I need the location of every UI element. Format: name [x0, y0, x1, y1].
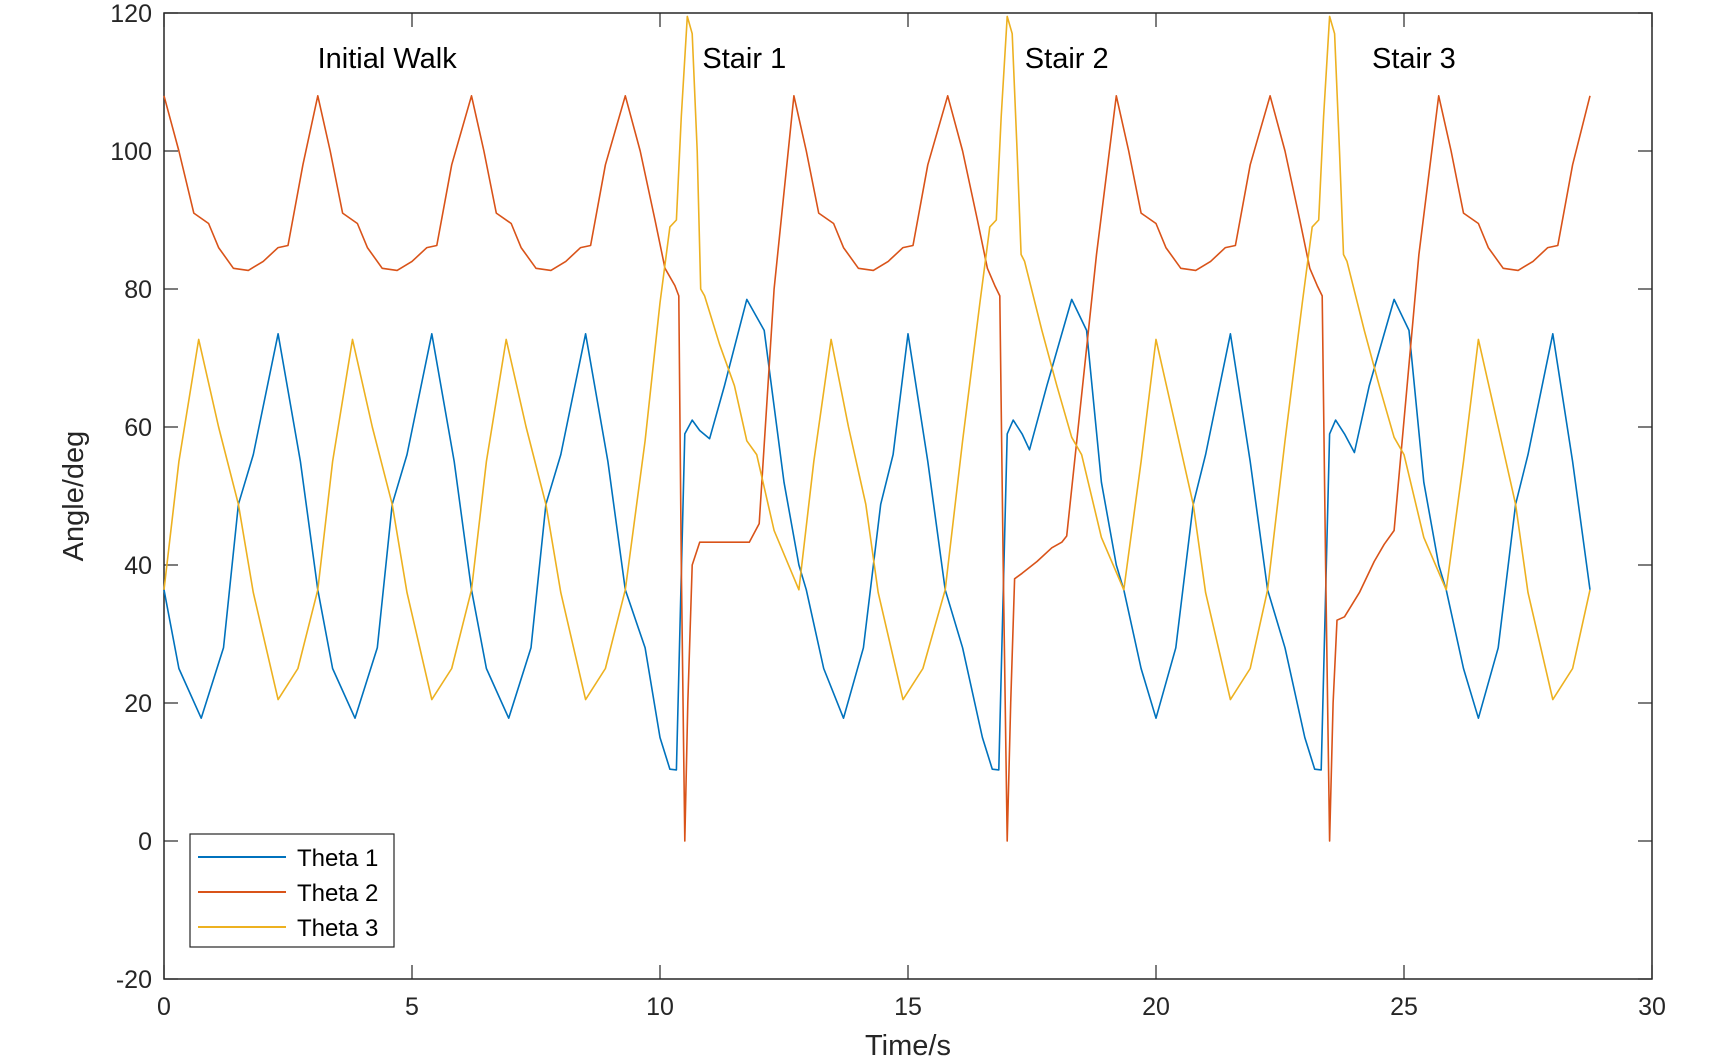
legend-label-theta-3: Theta 3 [297, 915, 378, 942]
y-tick-label: 80 [124, 276, 152, 304]
series-line-theta-1 [163, 298, 1591, 771]
x-tick-label: 5 [405, 993, 419, 1021]
series-line-theta-3 [163, 15, 1591, 701]
y-tick-label: 20 [124, 690, 152, 718]
y-axis-label: Angle/deg [58, 431, 90, 562]
annotation-stair-3: Stair 3 [1372, 43, 1456, 75]
annotation-stair-1: Stair 1 [702, 43, 786, 75]
y-tick-label: 40 [124, 552, 152, 580]
x-tick-label: 0 [157, 993, 171, 1021]
legend-label-theta-1: Theta 1 [297, 845, 378, 872]
annotation-stair-2: Stair 2 [1025, 43, 1109, 75]
y-tick-label: 120 [110, 0, 152, 28]
x-tick-label: 10 [646, 993, 674, 1021]
series-line-theta-2 [163, 95, 1591, 842]
annotations: Initial Walk Stair 1 Stair 2 Stair 3 [318, 43, 1456, 75]
y-tick-label: 0 [138, 828, 152, 856]
series-layer [163, 15, 1591, 842]
y-tick-label: 60 [124, 414, 152, 442]
y-tick-label: 100 [110, 138, 152, 166]
x-axis-label: Time/s [865, 1030, 951, 1062]
x-tick-label: 30 [1638, 993, 1666, 1021]
x-tick-label: 25 [1390, 993, 1418, 1021]
legend-box [189, 833, 395, 948]
legend: Theta 1 Theta 2 Theta 3 [189, 833, 395, 948]
plot-area [163, 12, 1653, 980]
annotation-initial-walk: Initial Walk [318, 43, 458, 75]
x-tick-label: 15 [894, 993, 922, 1021]
x-tick-label: 20 [1142, 993, 1170, 1021]
y-tick-label: -20 [116, 966, 152, 994]
legend-label-theta-2: Theta 2 [297, 880, 378, 907]
